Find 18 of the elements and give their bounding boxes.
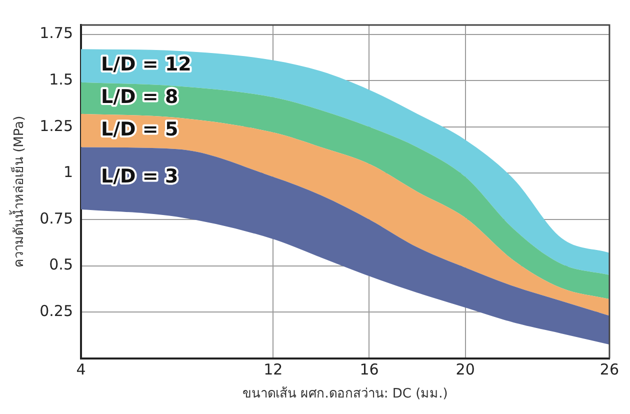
y-tick-label: 1.75 xyxy=(40,24,73,42)
x-tick-label: 4 xyxy=(76,360,86,378)
series-label: L/D = 8 xyxy=(101,86,178,108)
series-label: L/D = 5 xyxy=(101,118,178,141)
y-tick-label: 0.25 xyxy=(40,302,73,320)
y-axis-title: ความดันน้ำหล่อเย็น (MPa) xyxy=(9,116,28,268)
y-tick-label: 1.25 xyxy=(40,116,73,135)
x-tick-label: 20 xyxy=(456,360,475,378)
x-axis-title: ขนาดเส้น ผศก.ดอกสว่าน: DC (มม.) xyxy=(242,386,448,402)
y-tick-label: 0.75 xyxy=(40,209,73,228)
y-tick-label: 0.5 xyxy=(49,256,73,274)
y-tick-label: 1.5 xyxy=(49,70,73,88)
series-label: L/D = 3 xyxy=(101,166,178,188)
x-tick-label: 26 xyxy=(600,360,620,378)
series-label: L/D = 12 xyxy=(101,54,192,76)
x-tick-label: 16 xyxy=(360,360,379,378)
x-tick-label: 12 xyxy=(264,360,283,378)
y-tick-label: 1 xyxy=(63,163,73,182)
